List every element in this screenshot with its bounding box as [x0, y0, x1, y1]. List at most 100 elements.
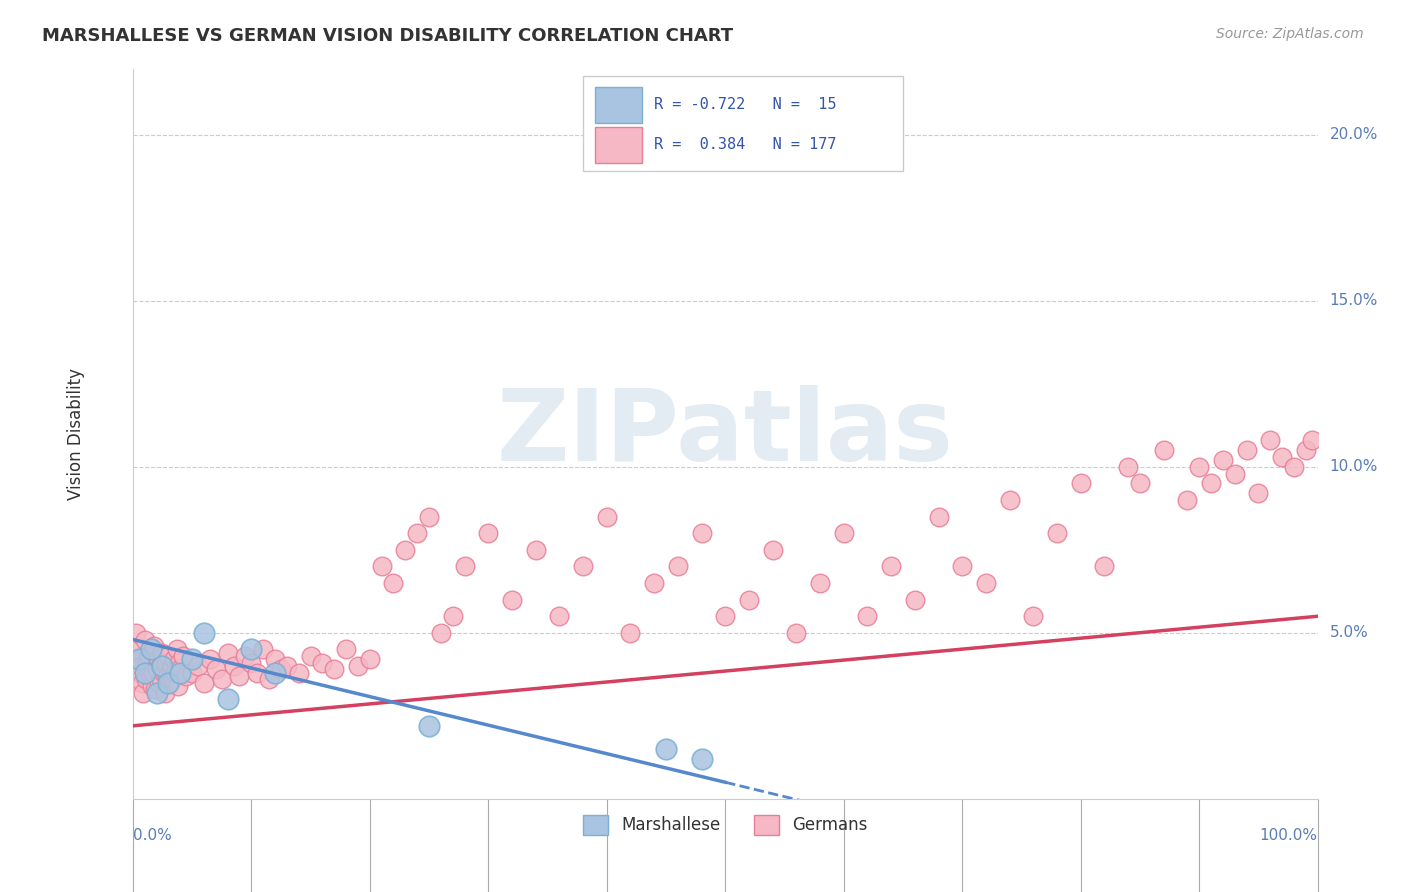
- Point: [136, 662, 159, 676]
- Point: [165, 665, 187, 680]
- Point: [148, 675, 170, 690]
- Point: [152, 659, 174, 673]
- Point: [131, 675, 153, 690]
- Point: [132, 685, 155, 699]
- Point: [156, 669, 179, 683]
- Point: [287, 665, 309, 680]
- Point: [149, 659, 172, 673]
- Point: [139, 642, 162, 657]
- Point: [135, 673, 157, 687]
- Point: [270, 662, 292, 676]
- Point: [1236, 443, 1258, 458]
- Point: [1022, 609, 1045, 624]
- Point: [1199, 476, 1222, 491]
- Text: 100.0%: 100.0%: [1260, 828, 1317, 843]
- Point: [1116, 459, 1139, 474]
- Point: [157, 649, 180, 664]
- Point: [162, 673, 184, 687]
- Point: [548, 609, 571, 624]
- Point: [998, 493, 1021, 508]
- Point: [974, 576, 997, 591]
- Point: [1175, 493, 1198, 508]
- Point: [129, 659, 152, 673]
- Point: [193, 675, 215, 690]
- Point: [406, 526, 429, 541]
- Point: [217, 646, 239, 660]
- Point: [1223, 467, 1246, 481]
- Point: [240, 656, 263, 670]
- Text: 0.0%: 0.0%: [132, 828, 172, 843]
- Point: [928, 509, 950, 524]
- Point: [169, 662, 191, 676]
- Point: [211, 673, 233, 687]
- Point: [152, 646, 174, 660]
- Point: [152, 665, 174, 680]
- Point: [347, 659, 370, 673]
- Point: [1129, 476, 1152, 491]
- Point: [1046, 526, 1069, 541]
- Point: [477, 526, 499, 541]
- Point: [134, 665, 156, 680]
- Point: [141, 679, 163, 693]
- Point: [222, 659, 245, 673]
- Point: [904, 592, 927, 607]
- Point: [1092, 559, 1115, 574]
- Point: [1153, 443, 1175, 458]
- Point: [311, 656, 333, 670]
- Point: [166, 679, 188, 693]
- Point: [596, 509, 619, 524]
- Point: [217, 692, 239, 706]
- Point: [1301, 434, 1323, 448]
- Point: [129, 665, 152, 680]
- FancyBboxPatch shape: [595, 87, 643, 123]
- Point: [257, 673, 280, 687]
- Text: R = -0.722   N =  15: R = -0.722 N = 15: [654, 97, 837, 112]
- Point: [128, 652, 150, 666]
- Point: [187, 659, 209, 673]
- Point: [1258, 434, 1281, 448]
- Point: [1282, 459, 1305, 474]
- Point: [785, 625, 807, 640]
- Point: [880, 559, 903, 574]
- Point: [155, 656, 177, 670]
- Point: [240, 642, 263, 657]
- Point: [174, 669, 197, 683]
- Point: [370, 559, 392, 574]
- Text: R =  0.384   N = 177: R = 0.384 N = 177: [654, 137, 837, 152]
- Point: [193, 625, 215, 640]
- Point: [145, 662, 167, 676]
- Point: [167, 656, 190, 670]
- Point: [655, 742, 678, 756]
- Text: 10.0%: 10.0%: [1330, 459, 1378, 475]
- Point: [643, 576, 665, 591]
- Text: 15.0%: 15.0%: [1330, 293, 1378, 309]
- Text: Vision Disability: Vision Disability: [67, 368, 86, 500]
- Point: [157, 675, 180, 690]
- Point: [124, 642, 146, 657]
- Point: [136, 656, 159, 670]
- Point: [1188, 459, 1211, 474]
- Point: [832, 526, 855, 541]
- Point: [950, 559, 973, 574]
- Text: MARSHALLESE VS GERMAN VISION DISABILITY CORRELATION CHART: MARSHALLESE VS GERMAN VISION DISABILITY …: [42, 27, 734, 45]
- Point: [335, 642, 357, 657]
- Point: [299, 649, 322, 664]
- Point: [1070, 476, 1092, 491]
- Point: [160, 659, 183, 673]
- Point: [394, 542, 416, 557]
- Point: [143, 682, 166, 697]
- Point: [856, 609, 879, 624]
- Point: [166, 642, 188, 657]
- Point: [228, 669, 250, 683]
- Point: [246, 665, 269, 680]
- Point: [1212, 453, 1234, 467]
- Point: [252, 642, 274, 657]
- Text: ZIPatlas: ZIPatlas: [496, 385, 953, 483]
- Point: [204, 662, 226, 676]
- Point: [762, 542, 785, 557]
- Point: [264, 652, 287, 666]
- Point: [1271, 450, 1294, 464]
- Point: [690, 752, 713, 766]
- Point: [153, 685, 176, 699]
- Point: [143, 639, 166, 653]
